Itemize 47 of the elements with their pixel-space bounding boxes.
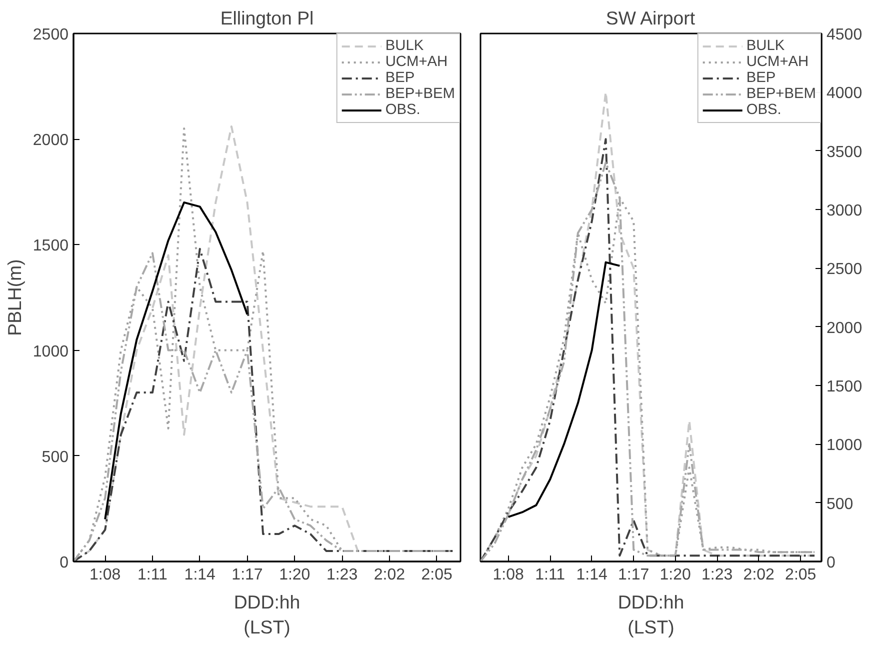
y2-tick-label: 2000 <box>826 320 862 337</box>
y-tick-label: 0 <box>60 554 69 572</box>
y2-tick-label: 4500 <box>826 26 862 44</box>
legend-label: BEP+BEM <box>385 86 455 102</box>
legend-label: BEP <box>746 70 776 86</box>
x-tick-label: 1:14 <box>184 566 216 584</box>
legend-label: BEP+BEM <box>746 86 816 102</box>
y2-tick-label: 1500 <box>826 378 862 396</box>
x-tick-label: 1:20 <box>660 566 692 584</box>
y-tick-label: 1000 <box>32 343 69 360</box>
x-tick-label: 1:23 <box>326 566 358 584</box>
x-tick-label: 1:08 <box>492 566 524 584</box>
y-tick-label: 1500 <box>32 238 69 255</box>
y2-tick-label: 2500 <box>826 261 862 278</box>
y2-tick-label: 3500 <box>826 144 862 161</box>
legend-label: BEP <box>385 70 415 86</box>
x-tick-label: 2:05 <box>785 566 816 584</box>
x-tick-label: 1:20 <box>279 566 310 584</box>
y2-tick-label: 4000 <box>826 85 862 102</box>
y-tick-label: 500 <box>42 448 69 466</box>
legend-label: UCM+AH <box>385 54 448 70</box>
x-tick-label: 1:14 <box>576 566 608 584</box>
x-tick-label: 1:08 <box>90 566 121 584</box>
x-tick-label: 1:17 <box>232 566 263 584</box>
legend-label: BULK <box>385 38 424 54</box>
y2-tick-label: 500 <box>826 496 854 513</box>
legend-label: BULK <box>746 38 785 54</box>
x-axis-title: DDD:hh (LST) <box>618 592 684 638</box>
y2-tick-label: 3000 <box>826 202 862 220</box>
x-tick-label: 2:02 <box>743 566 775 584</box>
chart-title: SW Airport <box>606 8 696 28</box>
legend-label: UCM+AH <box>746 54 809 70</box>
x-tick-label: 2:02 <box>374 566 406 584</box>
y-tick-label: 2500 <box>32 26 69 44</box>
y2-tick-label: 1000 <box>826 437 862 454</box>
chart-title: Ellington Pl <box>220 8 314 28</box>
x-tick-label: 1:17 <box>618 566 650 584</box>
y-axis-title: PBLH(m) <box>4 259 25 336</box>
legend-label: OBS. <box>385 102 420 118</box>
legend-label: OBS. <box>746 102 782 118</box>
x-tick-label: 1:11 <box>138 566 168 584</box>
y-tick-label: 2000 <box>32 132 69 150</box>
x-axis-title: DDD:hh (LST) <box>234 592 300 638</box>
x-tick-label: 1:11 <box>535 566 566 584</box>
x-tick-label: 1:23 <box>702 566 733 584</box>
y2-tick-label: 0 <box>826 554 836 572</box>
x-tick-label: 2:05 <box>421 566 452 584</box>
